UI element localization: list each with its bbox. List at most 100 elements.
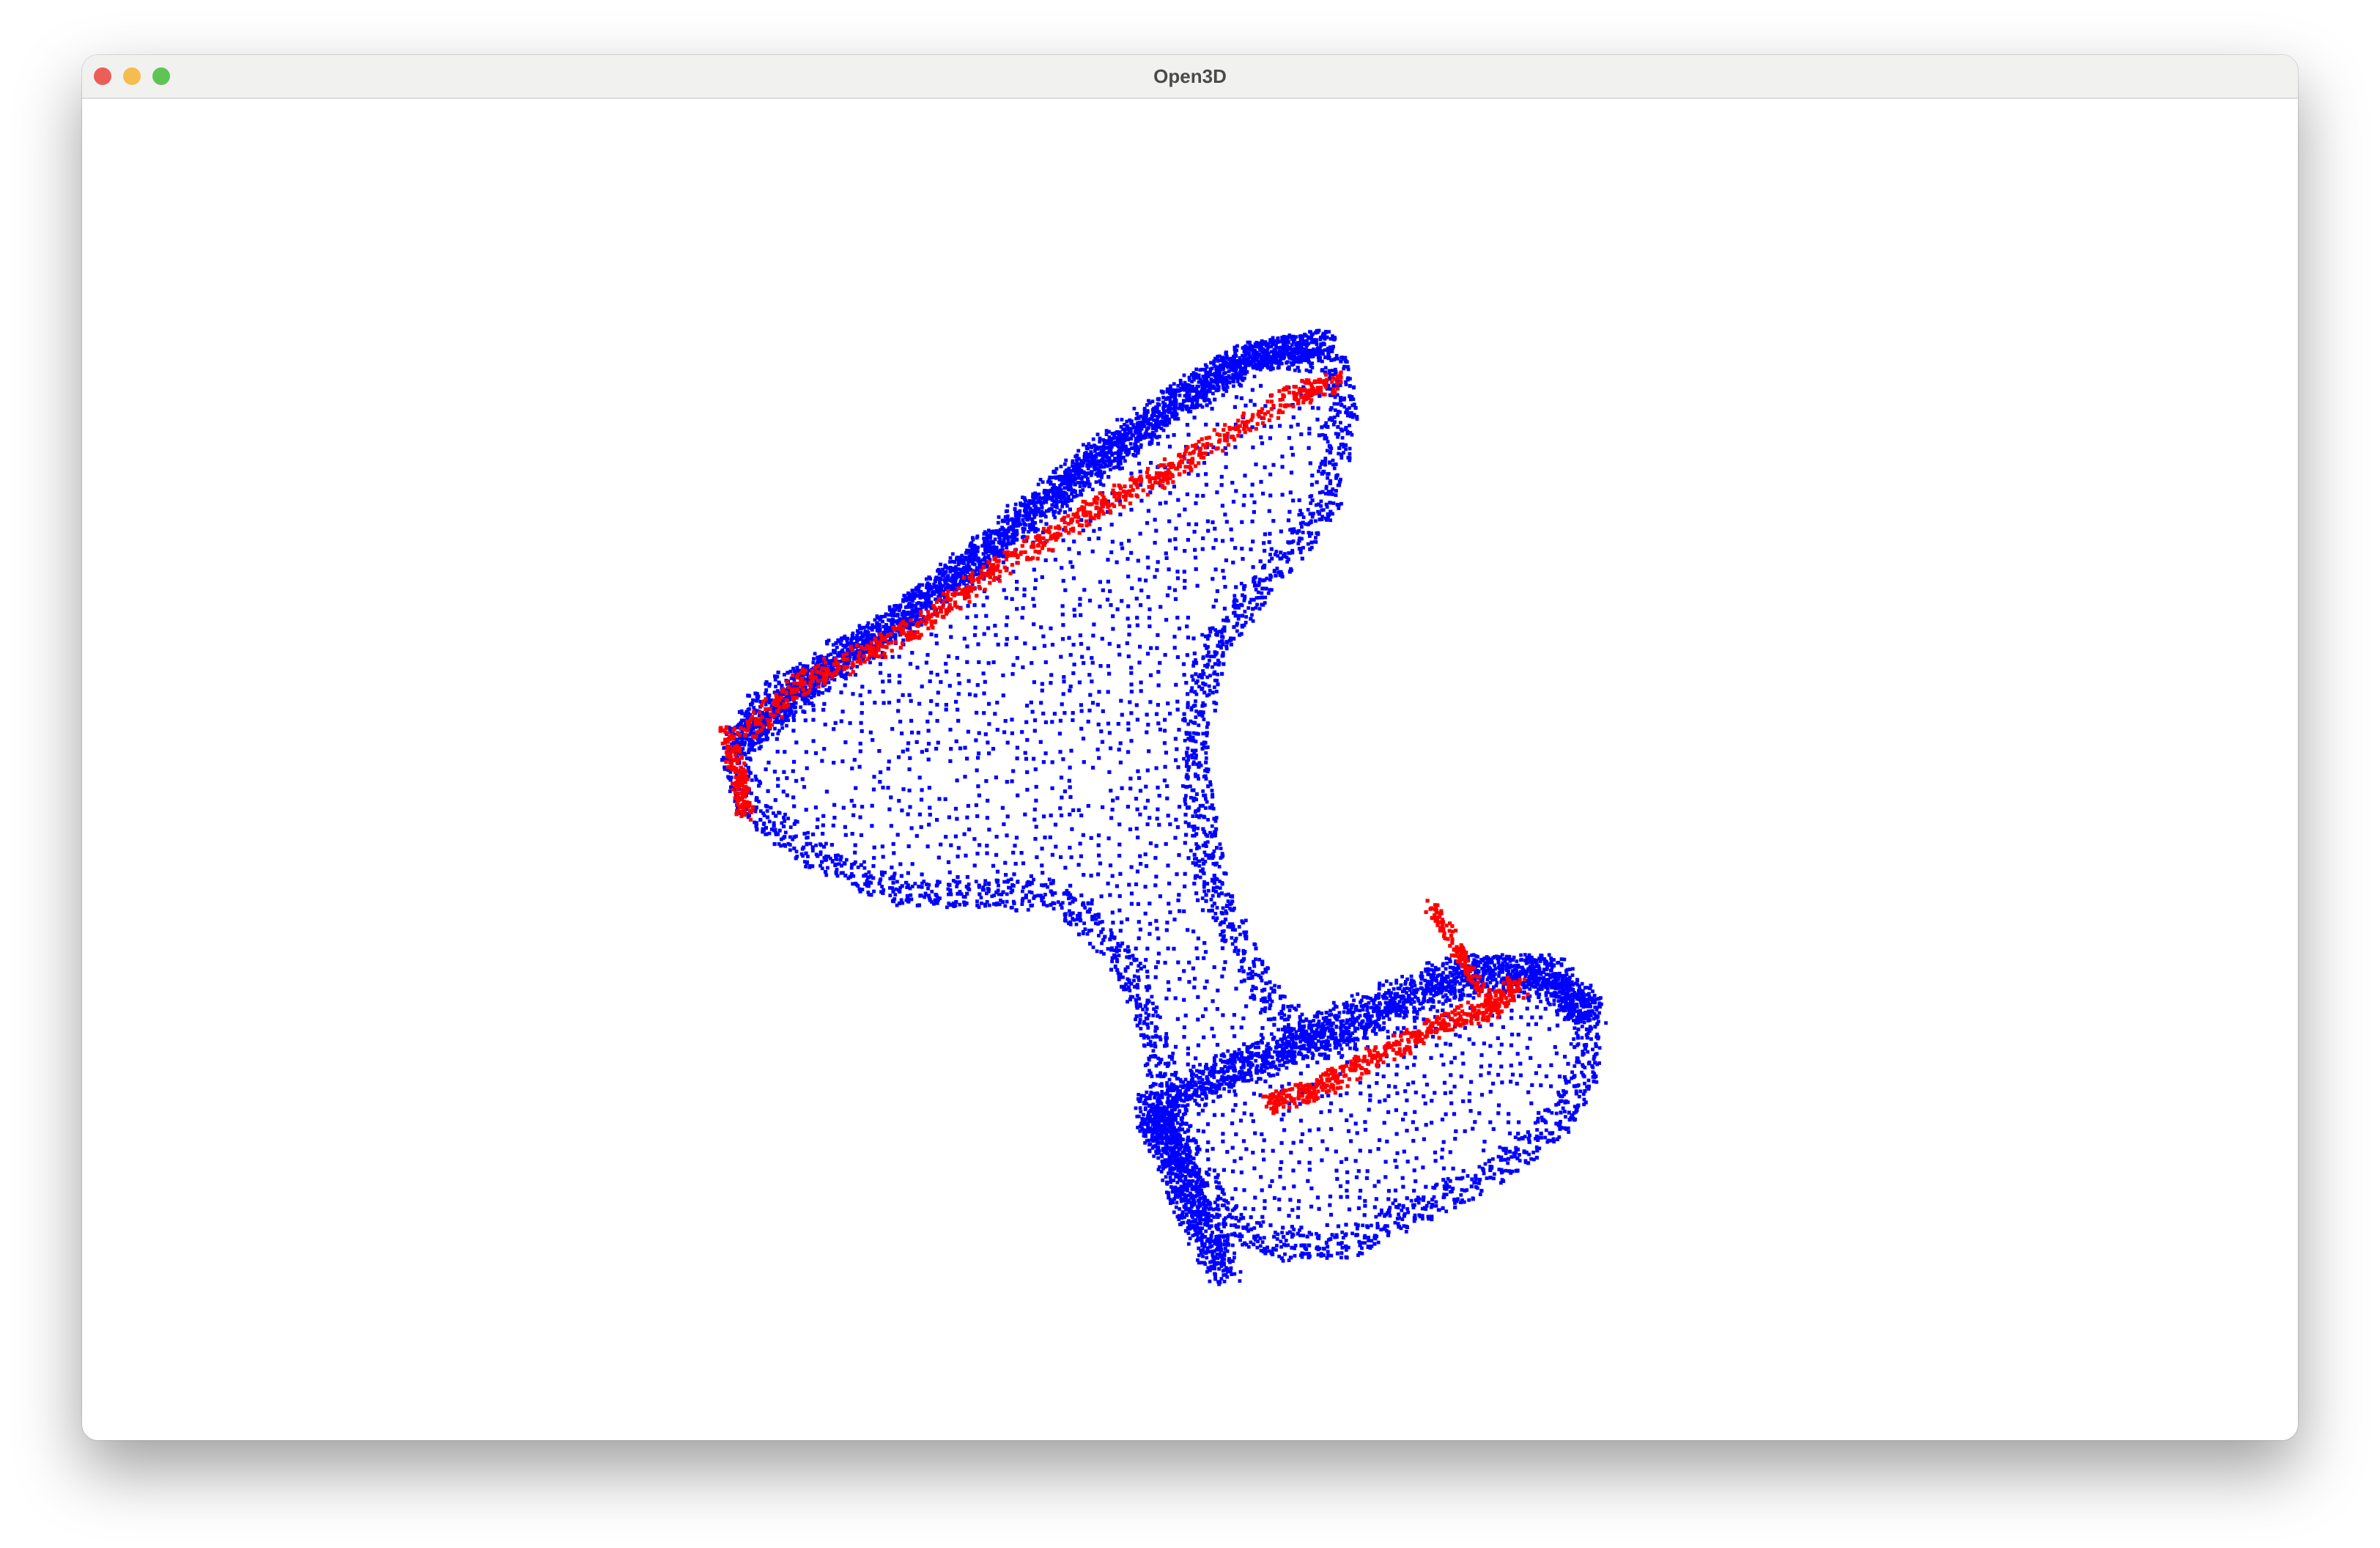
model-point	[1386, 1189, 1392, 1193]
model-point	[1061, 757, 1065, 762]
model-point	[1368, 1094, 1372, 1098]
model-point	[1299, 1139, 1304, 1143]
model-point	[1488, 1165, 1493, 1168]
model-point	[994, 775, 998, 780]
model-point	[782, 770, 786, 774]
model-point	[1129, 671, 1134, 675]
model-point	[1203, 769, 1207, 773]
model-point	[1021, 885, 1026, 890]
model-point	[1252, 510, 1256, 515]
model-point	[851, 635, 855, 639]
model-point	[1135, 1006, 1139, 1010]
zoom-icon[interactable]	[152, 67, 170, 85]
model-point	[1257, 607, 1262, 611]
model-point	[1000, 900, 1005, 904]
model-point	[1154, 428, 1158, 432]
model-point	[1000, 806, 1005, 810]
model-point	[1340, 355, 1345, 359]
model-point	[850, 766, 854, 770]
model-point	[1260, 959, 1265, 964]
model-point	[1243, 1102, 1247, 1106]
model-point	[1252, 580, 1257, 584]
model-point	[1200, 908, 1205, 913]
model-point	[1576, 1083, 1581, 1087]
model-point	[1222, 606, 1227, 611]
model-point	[1027, 530, 1031, 534]
model-point	[1128, 995, 1133, 999]
model-point	[999, 898, 1002, 902]
model-point	[1488, 1158, 1491, 1162]
model-point	[1586, 1087, 1591, 1091]
model-point	[1142, 1044, 1147, 1048]
model-point	[1014, 836, 1019, 840]
model-point	[1286, 540, 1290, 544]
model-point	[1346, 376, 1350, 380]
model-point	[1153, 855, 1158, 860]
model-point	[1429, 1055, 1433, 1060]
model-point	[1030, 881, 1034, 885]
model-point	[1252, 997, 1257, 1001]
model-point	[903, 594, 906, 598]
model-point	[1010, 539, 1014, 543]
model-point	[1089, 836, 1093, 840]
model-point	[1547, 1027, 1551, 1031]
model-point	[1202, 775, 1206, 779]
model-point	[1259, 1011, 1263, 1015]
model-point	[804, 808, 808, 812]
model-point	[1167, 902, 1171, 906]
model-point	[909, 826, 914, 830]
model-point	[1261, 996, 1265, 1000]
model-point	[746, 774, 750, 778]
model-point	[1265, 349, 1269, 353]
model-point	[1333, 357, 1337, 361]
model-point	[1563, 1055, 1567, 1059]
model-point	[958, 902, 962, 907]
model-point	[947, 654, 951, 658]
model-point	[1197, 859, 1202, 863]
model-point	[1087, 929, 1091, 933]
model-point	[835, 868, 839, 871]
close-icon[interactable]	[94, 67, 111, 85]
model-point	[1479, 1073, 1483, 1077]
model-point	[1138, 812, 1142, 817]
model-point	[1215, 422, 1219, 427]
model-point	[1592, 1057, 1596, 1061]
model-point	[1108, 937, 1112, 942]
point-cloud-canvas[interactable]	[82, 99, 2298, 1440]
model-point	[1062, 510, 1067, 515]
model-point	[1215, 690, 1219, 693]
model-point	[1126, 727, 1131, 731]
model-point	[1387, 1017, 1392, 1021]
model-point	[1192, 828, 1196, 832]
model-point	[1129, 690, 1134, 694]
model-point	[1393, 1188, 1398, 1193]
model-point	[958, 880, 961, 884]
model-point	[997, 902, 1002, 907]
model-point	[1076, 481, 1080, 484]
model-point	[1050, 786, 1054, 790]
model-point	[954, 699, 958, 704]
model-point	[1132, 974, 1137, 978]
model-point	[1226, 619, 1230, 623]
3d-viewport[interactable]	[82, 99, 2298, 1440]
model-point	[1440, 1155, 1444, 1160]
model-point	[947, 882, 950, 887]
model-point	[851, 874, 856, 878]
model-point	[1024, 893, 1028, 898]
model-point	[1148, 673, 1153, 677]
title-bar[interactable]: Open3D	[82, 55, 2298, 99]
model-point	[1258, 559, 1263, 564]
model-point	[1184, 794, 1188, 798]
model-point	[1317, 512, 1321, 516]
model-point	[1186, 746, 1190, 751]
model-point	[1116, 722, 1120, 726]
minimize-icon[interactable]	[123, 67, 141, 85]
model-point	[1185, 624, 1189, 629]
model-point	[772, 821, 776, 825]
model-point	[1468, 1109, 1473, 1113]
model-point	[1319, 1110, 1323, 1115]
model-point	[815, 825, 819, 830]
model-point	[1263, 595, 1268, 600]
model-point	[1539, 1083, 1543, 1088]
model-point	[1191, 731, 1196, 735]
